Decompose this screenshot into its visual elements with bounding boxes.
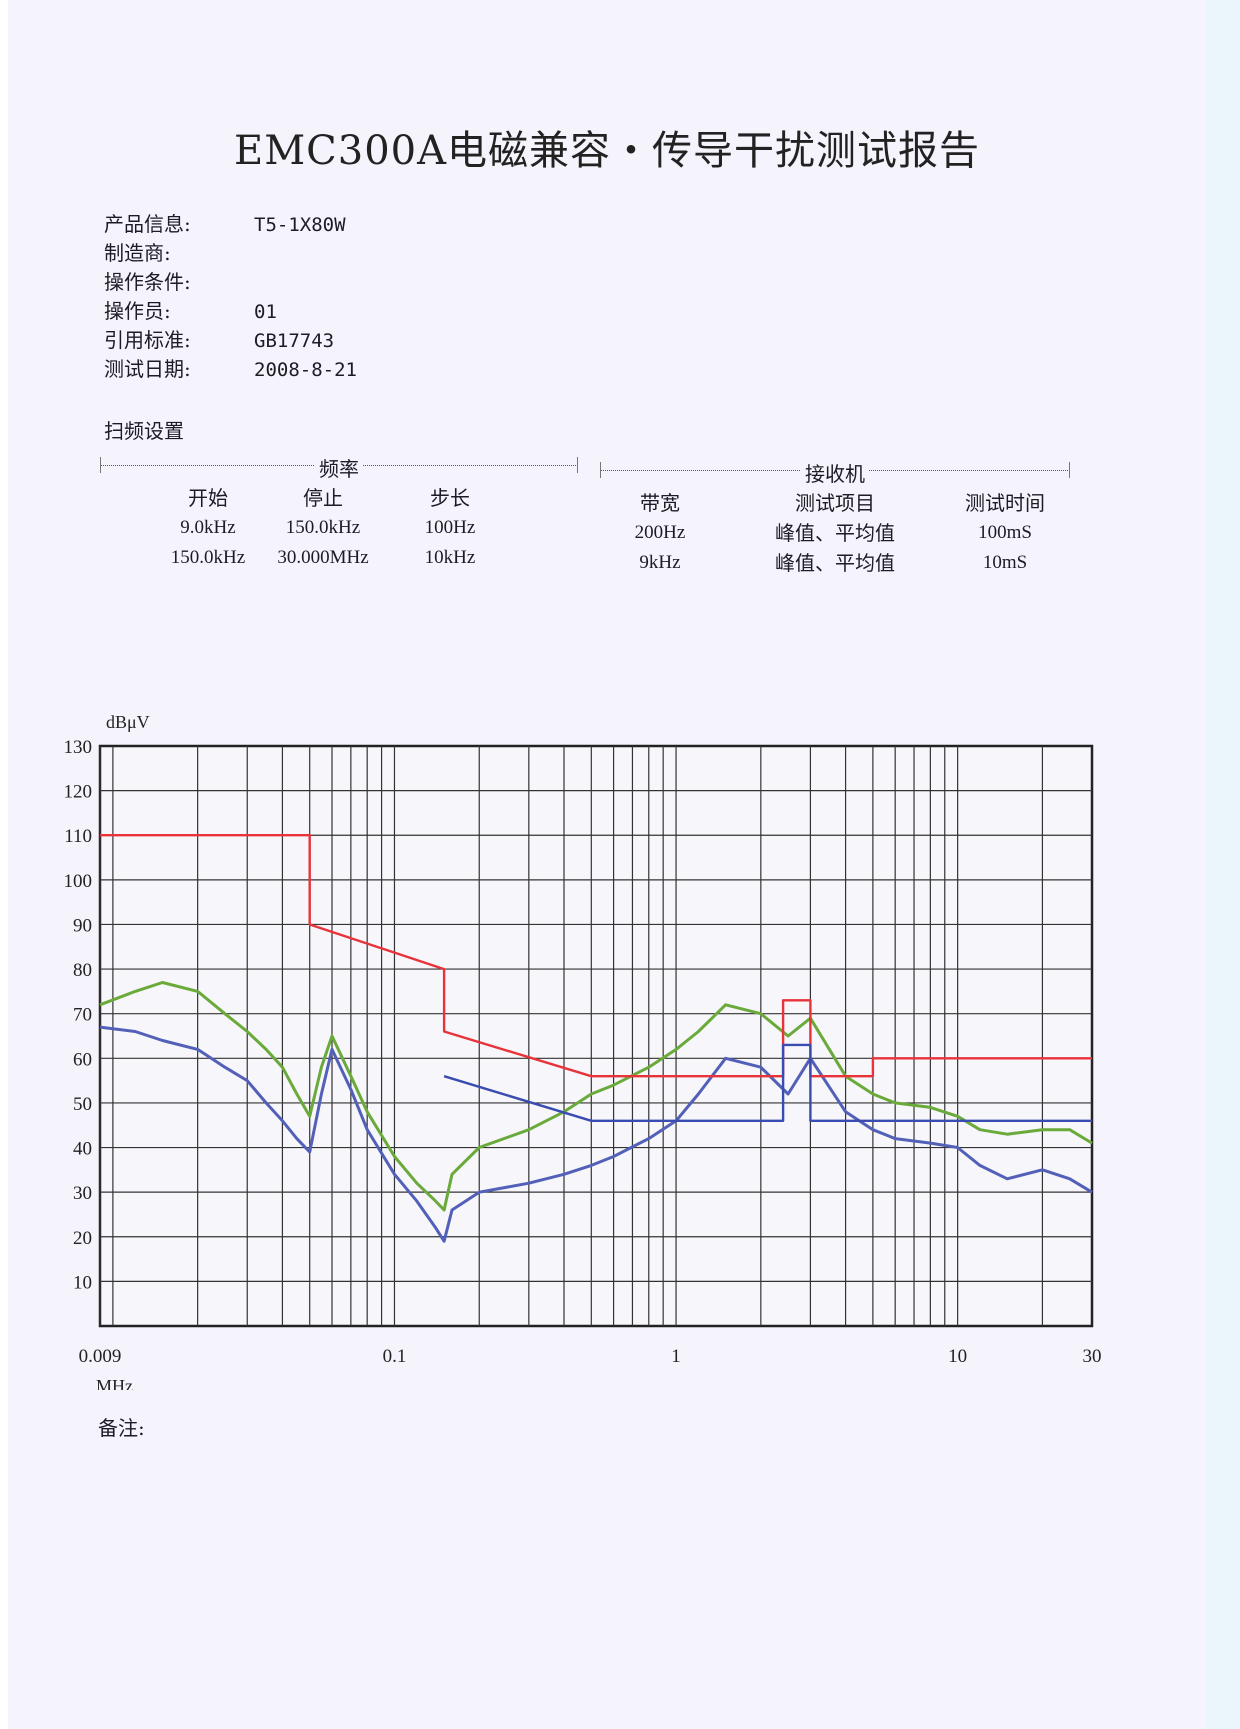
remarks-label: 备注:	[98, 1416, 145, 1440]
bracket-tick	[100, 457, 101, 473]
info-value: 01	[254, 301, 277, 323]
bandwidth-column: 带宽 200Hz 9kHz	[615, 488, 705, 578]
bracket-tick	[1069, 462, 1070, 478]
plot-frame	[98, 744, 1094, 1328]
frequency-header-line: 频率	[100, 453, 578, 482]
limit-average-line	[443, 1043, 1092, 1122]
start-column: 开始 9.0kHz 150.0kHz	[158, 483, 258, 573]
stop-value: 30.000MHz	[277, 547, 369, 568]
step-value: 10kHz	[424, 547, 476, 568]
receiver-group: 接收机 带宽 200Hz 9kHz 测试项目 峰值、平均值 峰值、平均值 测试时…	[600, 458, 1070, 575]
x-axis-unit: MHz	[96, 1376, 133, 1390]
start-value: 150.0kHz	[170, 547, 246, 568]
test-items-header: 测试项目	[795, 491, 875, 515]
info-block: 产品信息: T5-1X80W 制造商: 操作条件: 操作员: 01 引用标准: GB1…	[104, 210, 357, 384]
y-tick-label: 110	[64, 826, 92, 847]
report-title: EMC300A电磁兼容・传导干扰测试报告	[234, 128, 980, 174]
y-tick-label: 130	[64, 737, 93, 758]
y-tick-label: 60	[73, 1049, 92, 1070]
y-tick-label: 120	[64, 782, 93, 803]
chart-area: 10 20 30 40 50 60 70 80 90 100 110 120 130 0.009 0.1 1 1…	[58, 700, 1118, 1396]
x-tick-label: 0.009	[79, 1346, 122, 1367]
y-tick-label: 30	[73, 1183, 92, 1204]
peak-measurement-line	[99, 981, 1093, 1212]
average-measurement-line	[99, 1025, 1093, 1243]
test-time-column: 测试时间 100mS 10mS	[950, 488, 1060, 578]
info-row-conditions: 操作条件:	[104, 268, 357, 297]
receiver-header-line: 接收机	[600, 458, 1070, 487]
stop-value: 150.0kHz	[285, 517, 361, 538]
info-row-date: 测试日期: 2008-8-21	[104, 355, 357, 384]
test-items-column: 测试项目 峰值、平均值 峰值、平均值	[755, 488, 915, 578]
test-time-value: 100mS	[978, 522, 1032, 543]
info-row-standard: 引用标准: GB17743	[104, 326, 357, 355]
bracket-tick	[577, 457, 578, 473]
sweep-settings-title: 扫频设置	[104, 419, 184, 443]
info-label: 产品信息:	[104, 212, 191, 236]
info-label: 操作员:	[104, 299, 171, 323]
y-tick-label: 40	[73, 1139, 92, 1160]
receiver-header: 接收机	[801, 458, 869, 487]
y-tick-label: 90	[73, 915, 92, 936]
bandwidth-value: 200Hz	[634, 522, 686, 543]
info-label: 制造商:	[104, 241, 171, 265]
step-column: 步长 100Hz 10kHz	[400, 483, 500, 573]
test-items-value: 峰值、平均值	[775, 521, 895, 545]
report-page: EMC300A电磁兼容・传导干扰测试报告 产品信息: T5-1X80W 制造商: …	[8, 0, 1206, 1729]
frequency-header: 频率	[315, 453, 363, 482]
bracket-tick	[600, 462, 601, 478]
info-row-manufacturer: 制造商:	[104, 239, 357, 268]
info-value: GB17743	[254, 330, 335, 352]
start-header: 开始	[188, 486, 228, 510]
step-header: 步长	[430, 486, 470, 510]
info-value: T5-1X80W	[254, 214, 346, 236]
stop-column: 停止 150.0kHz 30.000MHz	[268, 483, 378, 573]
bandwidth-value: 9kHz	[639, 552, 681, 573]
y-tick-label: 100	[64, 871, 93, 892]
info-row-operator: 操作员: 01	[104, 297, 357, 326]
start-value: 9.0kHz	[180, 517, 236, 538]
x-tick-label: 10	[948, 1346, 967, 1367]
stop-header: 停止	[303, 486, 343, 510]
info-label: 测试日期:	[104, 357, 191, 381]
test-time-header: 测试时间	[965, 491, 1045, 515]
y-tick-label: 10	[73, 1272, 92, 1293]
y-tick-label: 50	[73, 1094, 92, 1115]
step-value: 100Hz	[424, 517, 476, 538]
test-time-value: 10mS	[982, 552, 1028, 573]
y-tick-label: 80	[73, 960, 92, 981]
info-row-product: 产品信息: T5-1X80W	[104, 210, 357, 239]
y-tick-label: 70	[73, 1005, 92, 1026]
x-tick-label: 1	[671, 1346, 681, 1367]
bandwidth-header: 带宽	[640, 491, 680, 515]
x-tick-label: 30	[1083, 1346, 1102, 1367]
test-items-value: 峰值、平均值	[775, 551, 895, 575]
y-axis-label: dBμV	[106, 712, 150, 732]
frequency-group: 频率 开始 9.0kHz 150.0kHz 停止 150.0kHz 30.000…	[100, 453, 578, 568]
info-label: 操作条件:	[104, 270, 191, 294]
info-value: 2008-8-21	[254, 359, 357, 381]
y-tick-label: 20	[73, 1228, 92, 1249]
scan-edge	[1206, 0, 1240, 1729]
x-tick-label: 0.1	[383, 1346, 407, 1367]
info-label: 引用标准:	[104, 328, 191, 352]
